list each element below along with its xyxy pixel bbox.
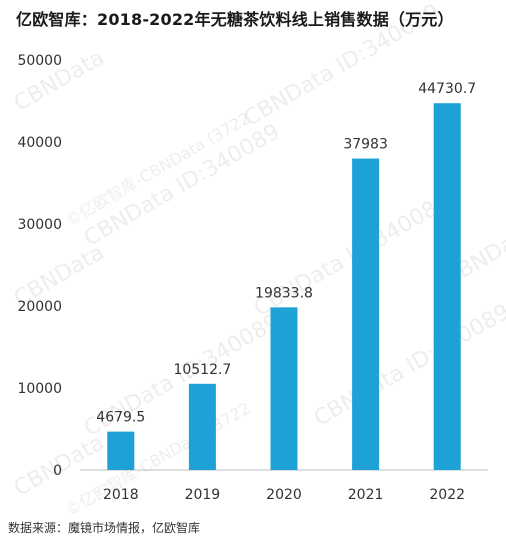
y-tick-label: 50000	[17, 53, 62, 69]
source-note: 数据来源：魔镜市场情报，亿欧智库	[8, 521, 201, 535]
value-label: 4679.5	[96, 410, 145, 426]
value-label: 19833.8	[255, 285, 313, 301]
x-tick-label: 2020	[266, 487, 302, 503]
bars	[107, 103, 461, 471]
y-tick-label: 10000	[17, 381, 62, 397]
y-tick-label: 30000	[17, 217, 62, 233]
x-axis-ticks: 2018 2019 2020 2021 2022	[103, 487, 465, 503]
y-axis-ticks: 0 10000 20000 30000 40000 50000	[17, 53, 62, 479]
x-tick-label: 2018	[103, 487, 139, 503]
chart-title: 亿欧智库：2018-2022年无糖茶饮料线上销售数据（万元）	[16, 10, 454, 29]
x-tick-label: 2019	[185, 487, 221, 503]
y-tick-label: 0	[53, 463, 62, 479]
bar-2021	[352, 158, 380, 470]
value-label: 10512.7	[173, 362, 231, 378]
y-tick-label: 40000	[17, 135, 62, 151]
x-tick-label: 2022	[429, 487, 465, 503]
bar-2020	[270, 307, 298, 470]
bar-2019	[188, 383, 216, 470]
x-tick-label: 2021	[348, 487, 384, 503]
value-label: 37983	[343, 137, 388, 153]
y-tick-label: 20000	[17, 299, 62, 315]
value-label: 44730.7	[418, 81, 476, 97]
bar-2018	[107, 431, 135, 470]
bar-2022	[433, 103, 461, 471]
value-labels: 4679.5 10512.7 19833.8 37983 44730.7	[96, 81, 476, 425]
